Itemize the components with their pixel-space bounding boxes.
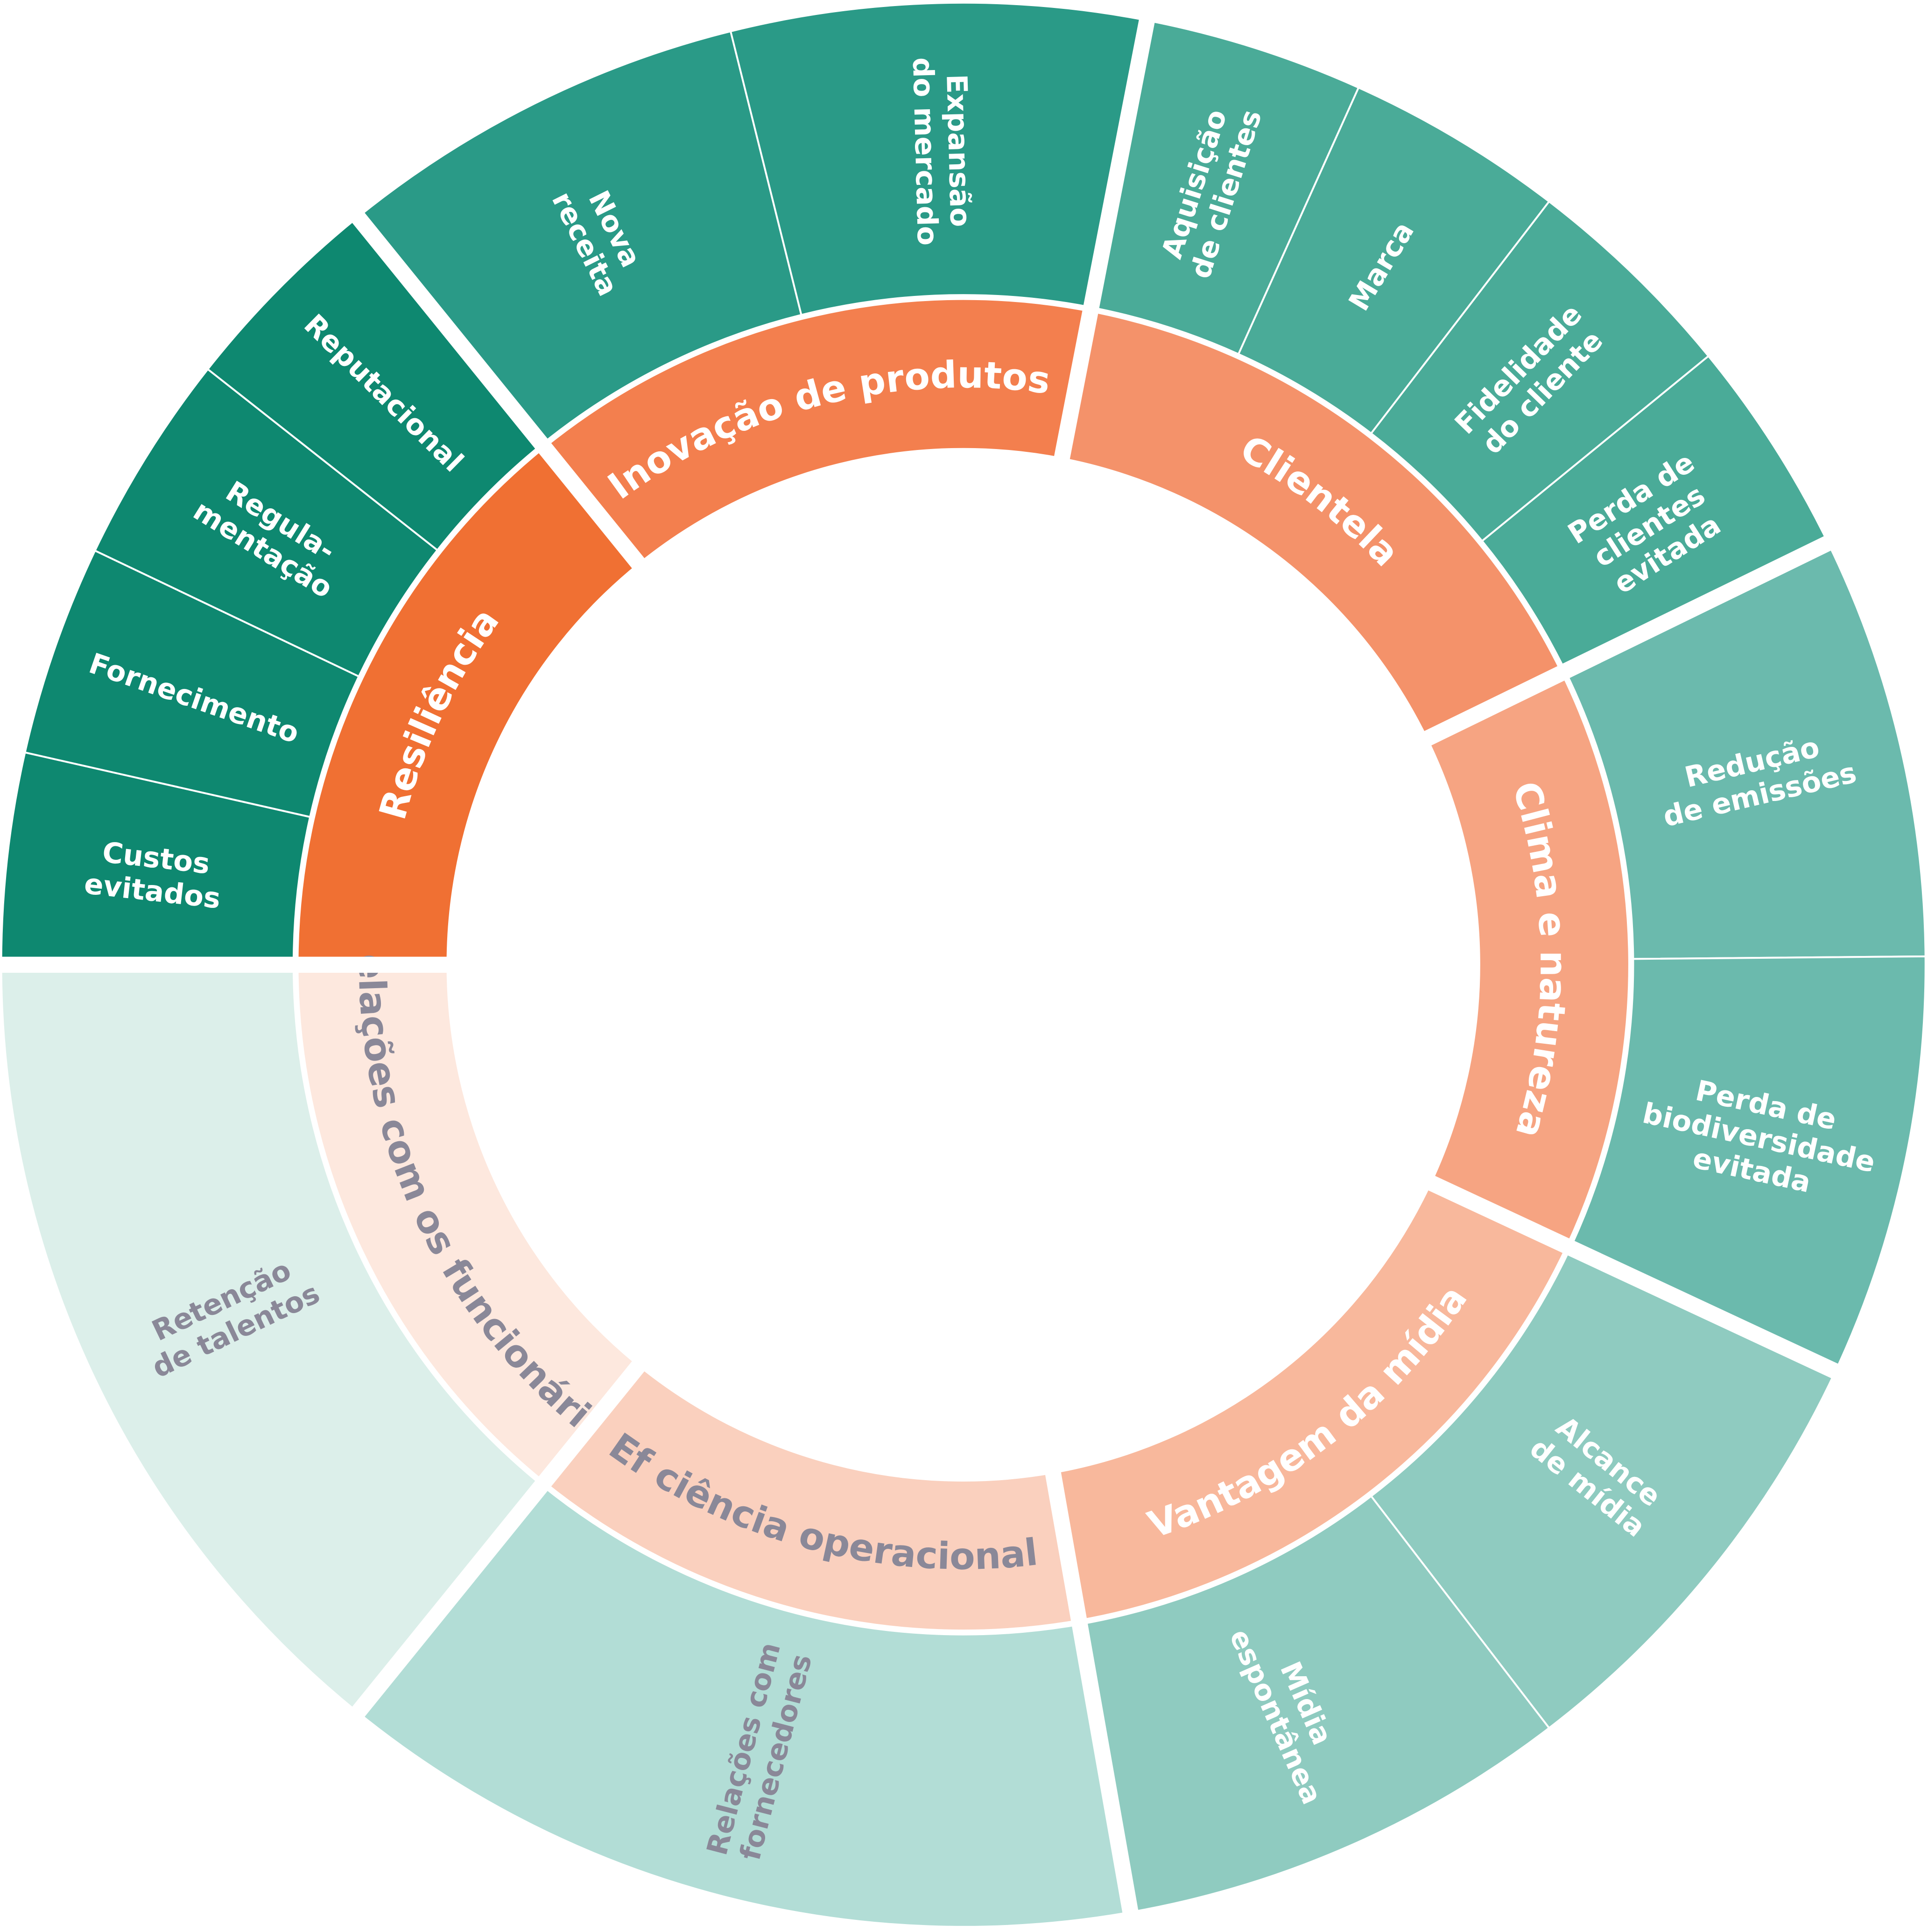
separator [1421, 534, 1837, 747]
segment-group: Retençãode talentos [0, 963, 641, 1714]
separator [348, 1358, 647, 1721]
outer-label-line: Expansão [940, 74, 977, 227]
separator [348, 208, 647, 571]
ring-gap [293, 295, 1633, 1635]
segment-group: CustosevitadosFornecimentoRegula-mentaçã… [0, 216, 641, 966]
outer-label-line: do mercado [906, 57, 944, 246]
separator [1425, 1174, 1844, 1381]
separator [1053, 14, 1156, 463]
outer-label: Expansãodo mercado [906, 56, 977, 246]
separator [1044, 1468, 1140, 1918]
separators [0, 14, 1844, 1918]
